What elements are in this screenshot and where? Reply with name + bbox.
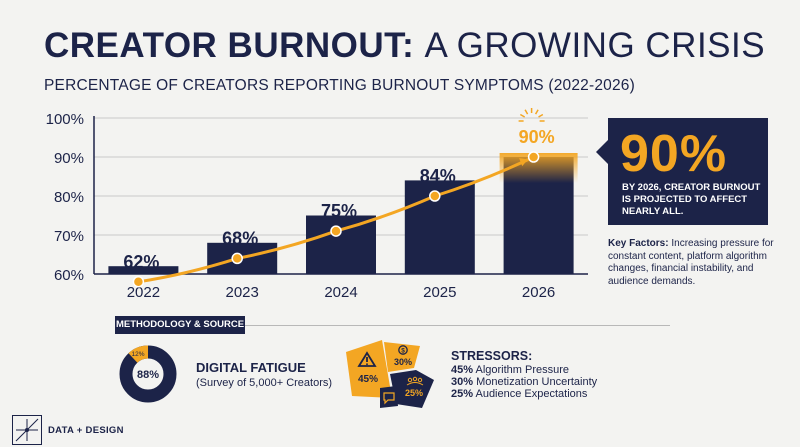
methodology-label: METHODOLOGY & SOURCE bbox=[115, 316, 245, 334]
bar-chart: 60% 70% 80% 90% 100% 62% 2022 68% 2023 75% 2024 84%… bbox=[46, 108, 588, 301]
key-factors-label: Key Factors: bbox=[608, 238, 669, 249]
callout-value: 90% bbox=[620, 125, 728, 183]
x-tick-label: 2026 bbox=[522, 284, 555, 301]
stressors-title: STRESSORS: bbox=[451, 349, 533, 363]
y-tick-label: 70% bbox=[54, 228, 84, 245]
projection-callout: 90% BY 2026, CREATOR BURNOUT IS PROJECTE… bbox=[608, 118, 768, 225]
bar-2022 bbox=[108, 266, 179, 274]
stressor-line-audience: 25% Audience Expectations bbox=[451, 388, 587, 400]
key-factors: Key Factors: Increasing pressure for con… bbox=[608, 238, 780, 288]
logo-icon bbox=[12, 415, 42, 445]
sparkle-ray bbox=[524, 109, 529, 115]
brand-label: DATA + DESIGN bbox=[48, 425, 124, 436]
stressor-label-45: 45% bbox=[358, 374, 378, 385]
stressor-pct: 45% bbox=[451, 364, 474, 376]
svg-text:$: $ bbox=[401, 348, 405, 355]
dollar-icon: $ bbox=[398, 345, 408, 355]
y-tick-label: 80% bbox=[54, 189, 84, 206]
x-tick-label: 2025 bbox=[423, 284, 456, 301]
stressor-segment-audience bbox=[390, 370, 434, 408]
fatigue-donut-chart: 88% 12% bbox=[119, 345, 177, 403]
stressor-label: Monetization Uncertainty bbox=[476, 376, 598, 388]
donut-minor-segment bbox=[128, 345, 149, 364]
y-tick-label: 90% bbox=[54, 150, 84, 167]
trend-point bbox=[527, 151, 540, 163]
donut-main-label: 88% bbox=[137, 369, 159, 381]
trend-point bbox=[132, 276, 145, 288]
stressor-segment-monetization bbox=[384, 342, 420, 372]
stressor-segment-algorithm bbox=[346, 340, 392, 398]
stressor-line-monetization: 30% Monetization Uncertainty bbox=[451, 376, 597, 388]
stressor-pct: 25% bbox=[451, 388, 474, 400]
data-label: 62% bbox=[123, 252, 159, 272]
callout-text: BY 2026, CREATOR BURNOUT IS PROJECTED TO… bbox=[622, 182, 761, 217]
stressor-label-25: 25% bbox=[405, 388, 423, 398]
warning-icon bbox=[357, 351, 377, 367]
data-label: 84% bbox=[420, 166, 456, 186]
page-title: CREATOR BURNOUT: A GROWING CRISIS bbox=[44, 26, 765, 66]
key-factors-text: Increasing pressure for constant content… bbox=[608, 238, 774, 287]
title-light: A GROWING CRISIS bbox=[424, 26, 766, 65]
x-tick-label: 2022 bbox=[127, 284, 160, 301]
fatigue-subtitle: (Survey of 5,000+ Creators) bbox=[196, 377, 333, 389]
sparkle-ray bbox=[538, 113, 544, 118]
stressor-label: Algorithm Pressure bbox=[475, 364, 570, 376]
data-label: 75% bbox=[321, 201, 357, 221]
stressor-pct: 30% bbox=[451, 376, 474, 388]
fatigue-title: DIGITAL FATIGUE bbox=[196, 360, 306, 375]
x-tick-label: 2024 bbox=[324, 284, 357, 301]
stressor-line-algorithm: 45% Algorithm Pressure bbox=[451, 364, 569, 376]
people-icon bbox=[406, 376, 424, 386]
data-label: 68% bbox=[222, 228, 258, 248]
chat-icon bbox=[383, 392, 395, 405]
y-tick-label: 100% bbox=[46, 111, 84, 128]
donut-minor-label: 12% bbox=[131, 351, 144, 358]
trend-point bbox=[429, 190, 441, 202]
data-label: 90% bbox=[519, 127, 555, 147]
bar-2024 bbox=[306, 215, 376, 274]
stressor-segment-chat bbox=[380, 386, 398, 408]
sparkle-ray bbox=[534, 109, 539, 115]
methodology-divider bbox=[245, 325, 670, 326]
callout-pointer bbox=[596, 140, 608, 164]
chart-subtitle: PERCENTAGE OF CREATORS REPORTING BURNOUT… bbox=[44, 77, 635, 94]
x-tick-label: 2023 bbox=[226, 284, 259, 301]
y-tick-label: 60% bbox=[54, 267, 84, 284]
stressor-label: Audience Expectations bbox=[475, 388, 588, 400]
trend-point bbox=[231, 252, 243, 265]
title-bold: CREATOR BURNOUT: bbox=[44, 26, 415, 65]
stressor-label-30: 30% bbox=[394, 357, 412, 367]
trend-arrowhead bbox=[519, 158, 529, 167]
sparkle-ray bbox=[519, 113, 526, 118]
trend-point bbox=[330, 225, 342, 237]
stressors-graphic: 45% $ 30% 25% bbox=[346, 340, 434, 408]
